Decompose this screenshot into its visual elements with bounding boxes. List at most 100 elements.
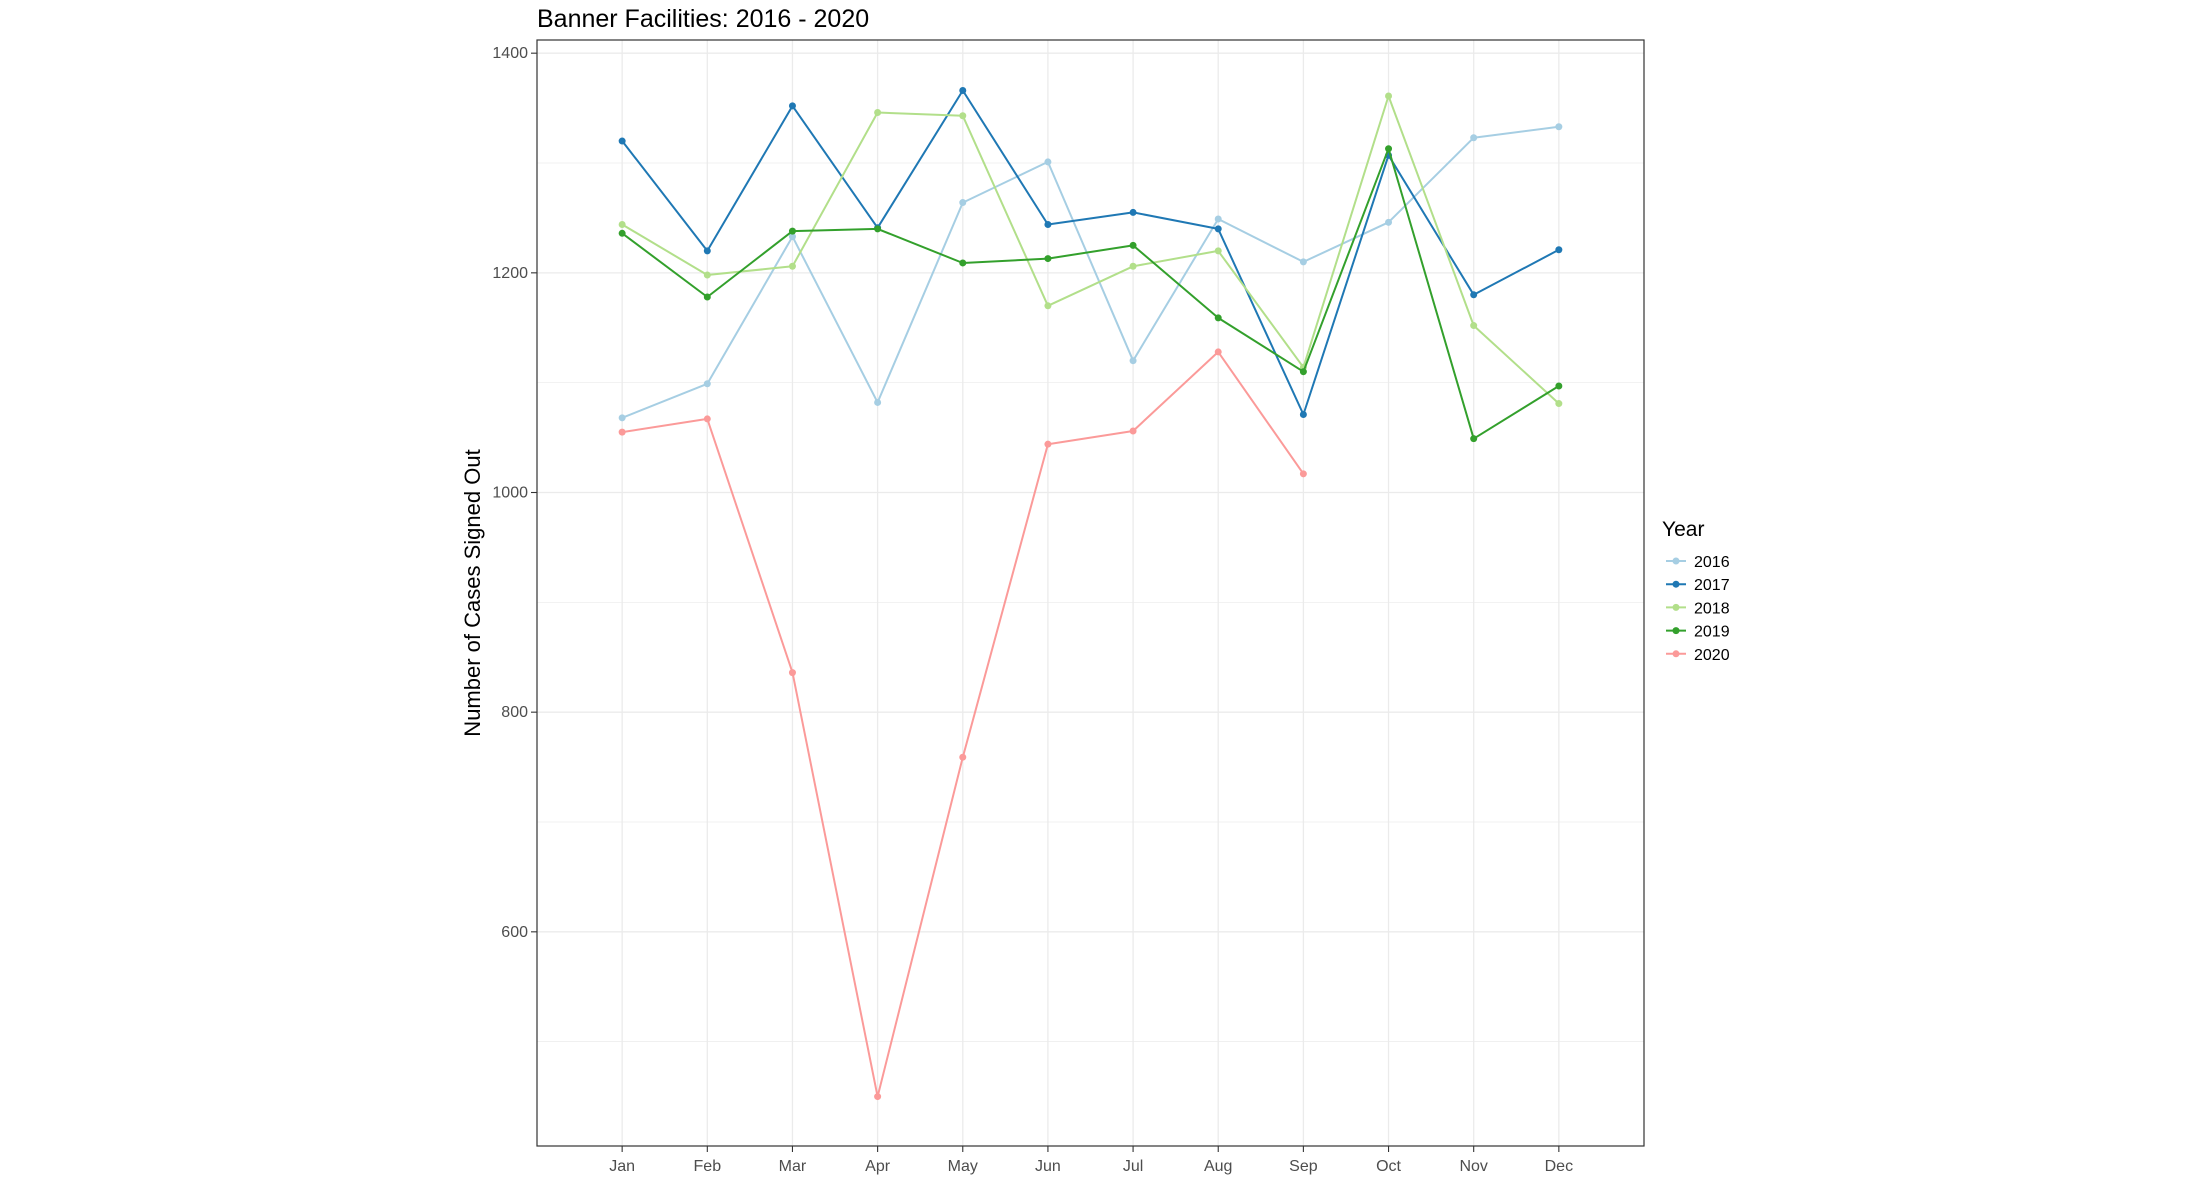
series-line-2019: [621, 147, 1560, 440]
data-point: [703, 380, 711, 388]
data-point: [1555, 246, 1563, 254]
data-point: [1214, 215, 1222, 223]
data-point: [1214, 348, 1222, 356]
x-tick-label: Jun: [1035, 1158, 1061, 1175]
data-point: [1129, 262, 1137, 270]
data-point: [1385, 145, 1393, 153]
data-point: [1555, 123, 1563, 131]
series-2019: [618, 145, 1563, 443]
data-point: [788, 262, 796, 270]
data-point: [1299, 470, 1307, 478]
data-point: [1470, 291, 1478, 299]
data-point: [959, 199, 967, 207]
data-point: [703, 271, 711, 279]
data-point: [874, 225, 882, 233]
data-point: [1385, 218, 1393, 226]
series-line-2017: [621, 89, 1560, 416]
data-point: [618, 137, 626, 145]
data-point: [1385, 92, 1393, 100]
legend-item-2018: 2018: [1666, 600, 1730, 617]
data-point: [874, 1093, 882, 1101]
data-point: [959, 753, 967, 761]
data-point: [1470, 134, 1478, 142]
series-layer: [618, 87, 1563, 1101]
series-2016: [618, 123, 1563, 422]
data-point: [874, 108, 882, 116]
series-line-2016: [621, 125, 1559, 419]
data-point: [1470, 322, 1478, 330]
data-point: [1299, 411, 1307, 419]
data-point: [703, 247, 711, 255]
x-tick-label: May: [948, 1158, 978, 1175]
x-tick-label: Sep: [1289, 1158, 1318, 1175]
legend-title: Year: [1662, 518, 1704, 541]
series-line-2018: [621, 95, 1560, 405]
legend-key-point: [1672, 650, 1680, 658]
data-point: [1044, 302, 1052, 310]
legend-key-point: [1672, 557, 1680, 565]
data-point: [1044, 255, 1052, 263]
y-tick-label: 1200: [492, 265, 528, 282]
x-tick-label: Feb: [694, 1158, 722, 1175]
series-2018: [618, 92, 1563, 408]
legend-key-point: [1672, 627, 1680, 635]
data-point: [788, 669, 796, 677]
data-point: [1555, 382, 1563, 390]
data-point: [874, 398, 882, 406]
plot-panel-border: [536, 39, 1645, 1147]
y-axis: 600 800 1000 1200 1400: [492, 45, 537, 941]
data-point: [1555, 400, 1563, 408]
x-tick-label: Oct: [1376, 1158, 1401, 1175]
legend-label: 2020: [1694, 647, 1730, 664]
x-tick-label: Jan: [609, 1158, 635, 1175]
x-tick-label: Aug: [1204, 1158, 1232, 1175]
data-point: [1129, 208, 1137, 216]
legend-label: 2019: [1694, 624, 1730, 641]
data-point: [1044, 440, 1052, 448]
series-2020: [618, 348, 1307, 1101]
y-tick-label: 800: [501, 704, 528, 721]
x-tick-label: Apr: [865, 1158, 891, 1175]
legend-label: 2016: [1694, 554, 1730, 571]
y-tick-label: 1400: [492, 45, 528, 62]
x-tick-label: Mar: [779, 1158, 807, 1175]
data-point: [1214, 225, 1222, 233]
data-point: [1044, 221, 1052, 229]
data-point: [1129, 241, 1137, 249]
x-tick-label: Jul: [1123, 1158, 1143, 1175]
y-tick-label: 1000: [492, 485, 528, 502]
legend-label: 2017: [1694, 577, 1730, 594]
legend-item-2019: 2019: [1666, 624, 1730, 641]
data-point: [959, 259, 967, 267]
data-point: [618, 428, 626, 436]
data-point: [618, 229, 626, 237]
data-point: [1470, 435, 1478, 443]
legend-key-point: [1672, 580, 1680, 588]
data-point: [788, 102, 796, 110]
data-point: [1129, 427, 1137, 435]
data-point: [1299, 258, 1307, 266]
data-point: [618, 414, 626, 422]
x-axis: Jan Feb Mar Apr May Jun Jul Aug Sep Oct Nov Dec: [609, 1146, 1573, 1175]
y-tick-label: 600: [501, 924, 528, 941]
chart-title: Banner Facilities: 2016 - 2020: [537, 5, 869, 33]
data-point: [703, 293, 711, 301]
data-point: [788, 227, 796, 235]
data-point: [959, 112, 967, 120]
data-point: [1129, 357, 1137, 365]
data-point: [788, 233, 796, 241]
data-point: [1044, 158, 1052, 166]
legend-item-2016: 2016: [1666, 554, 1730, 571]
legend: Year 2016 2017 2018 2019 2020: [1662, 518, 1730, 664]
legend-item-2020: 2020: [1666, 647, 1730, 664]
data-point: [618, 221, 626, 229]
data-point: [959, 87, 967, 95]
legend-item-2017: 2017: [1666, 577, 1730, 594]
legend-key-point: [1672, 603, 1680, 611]
x-tick-label: Nov: [1459, 1158, 1487, 1175]
x-tick-label: Dec: [1545, 1158, 1573, 1175]
y-axis-label: Number of Cases Signed Out: [460, 449, 485, 736]
data-point: [1214, 314, 1222, 322]
